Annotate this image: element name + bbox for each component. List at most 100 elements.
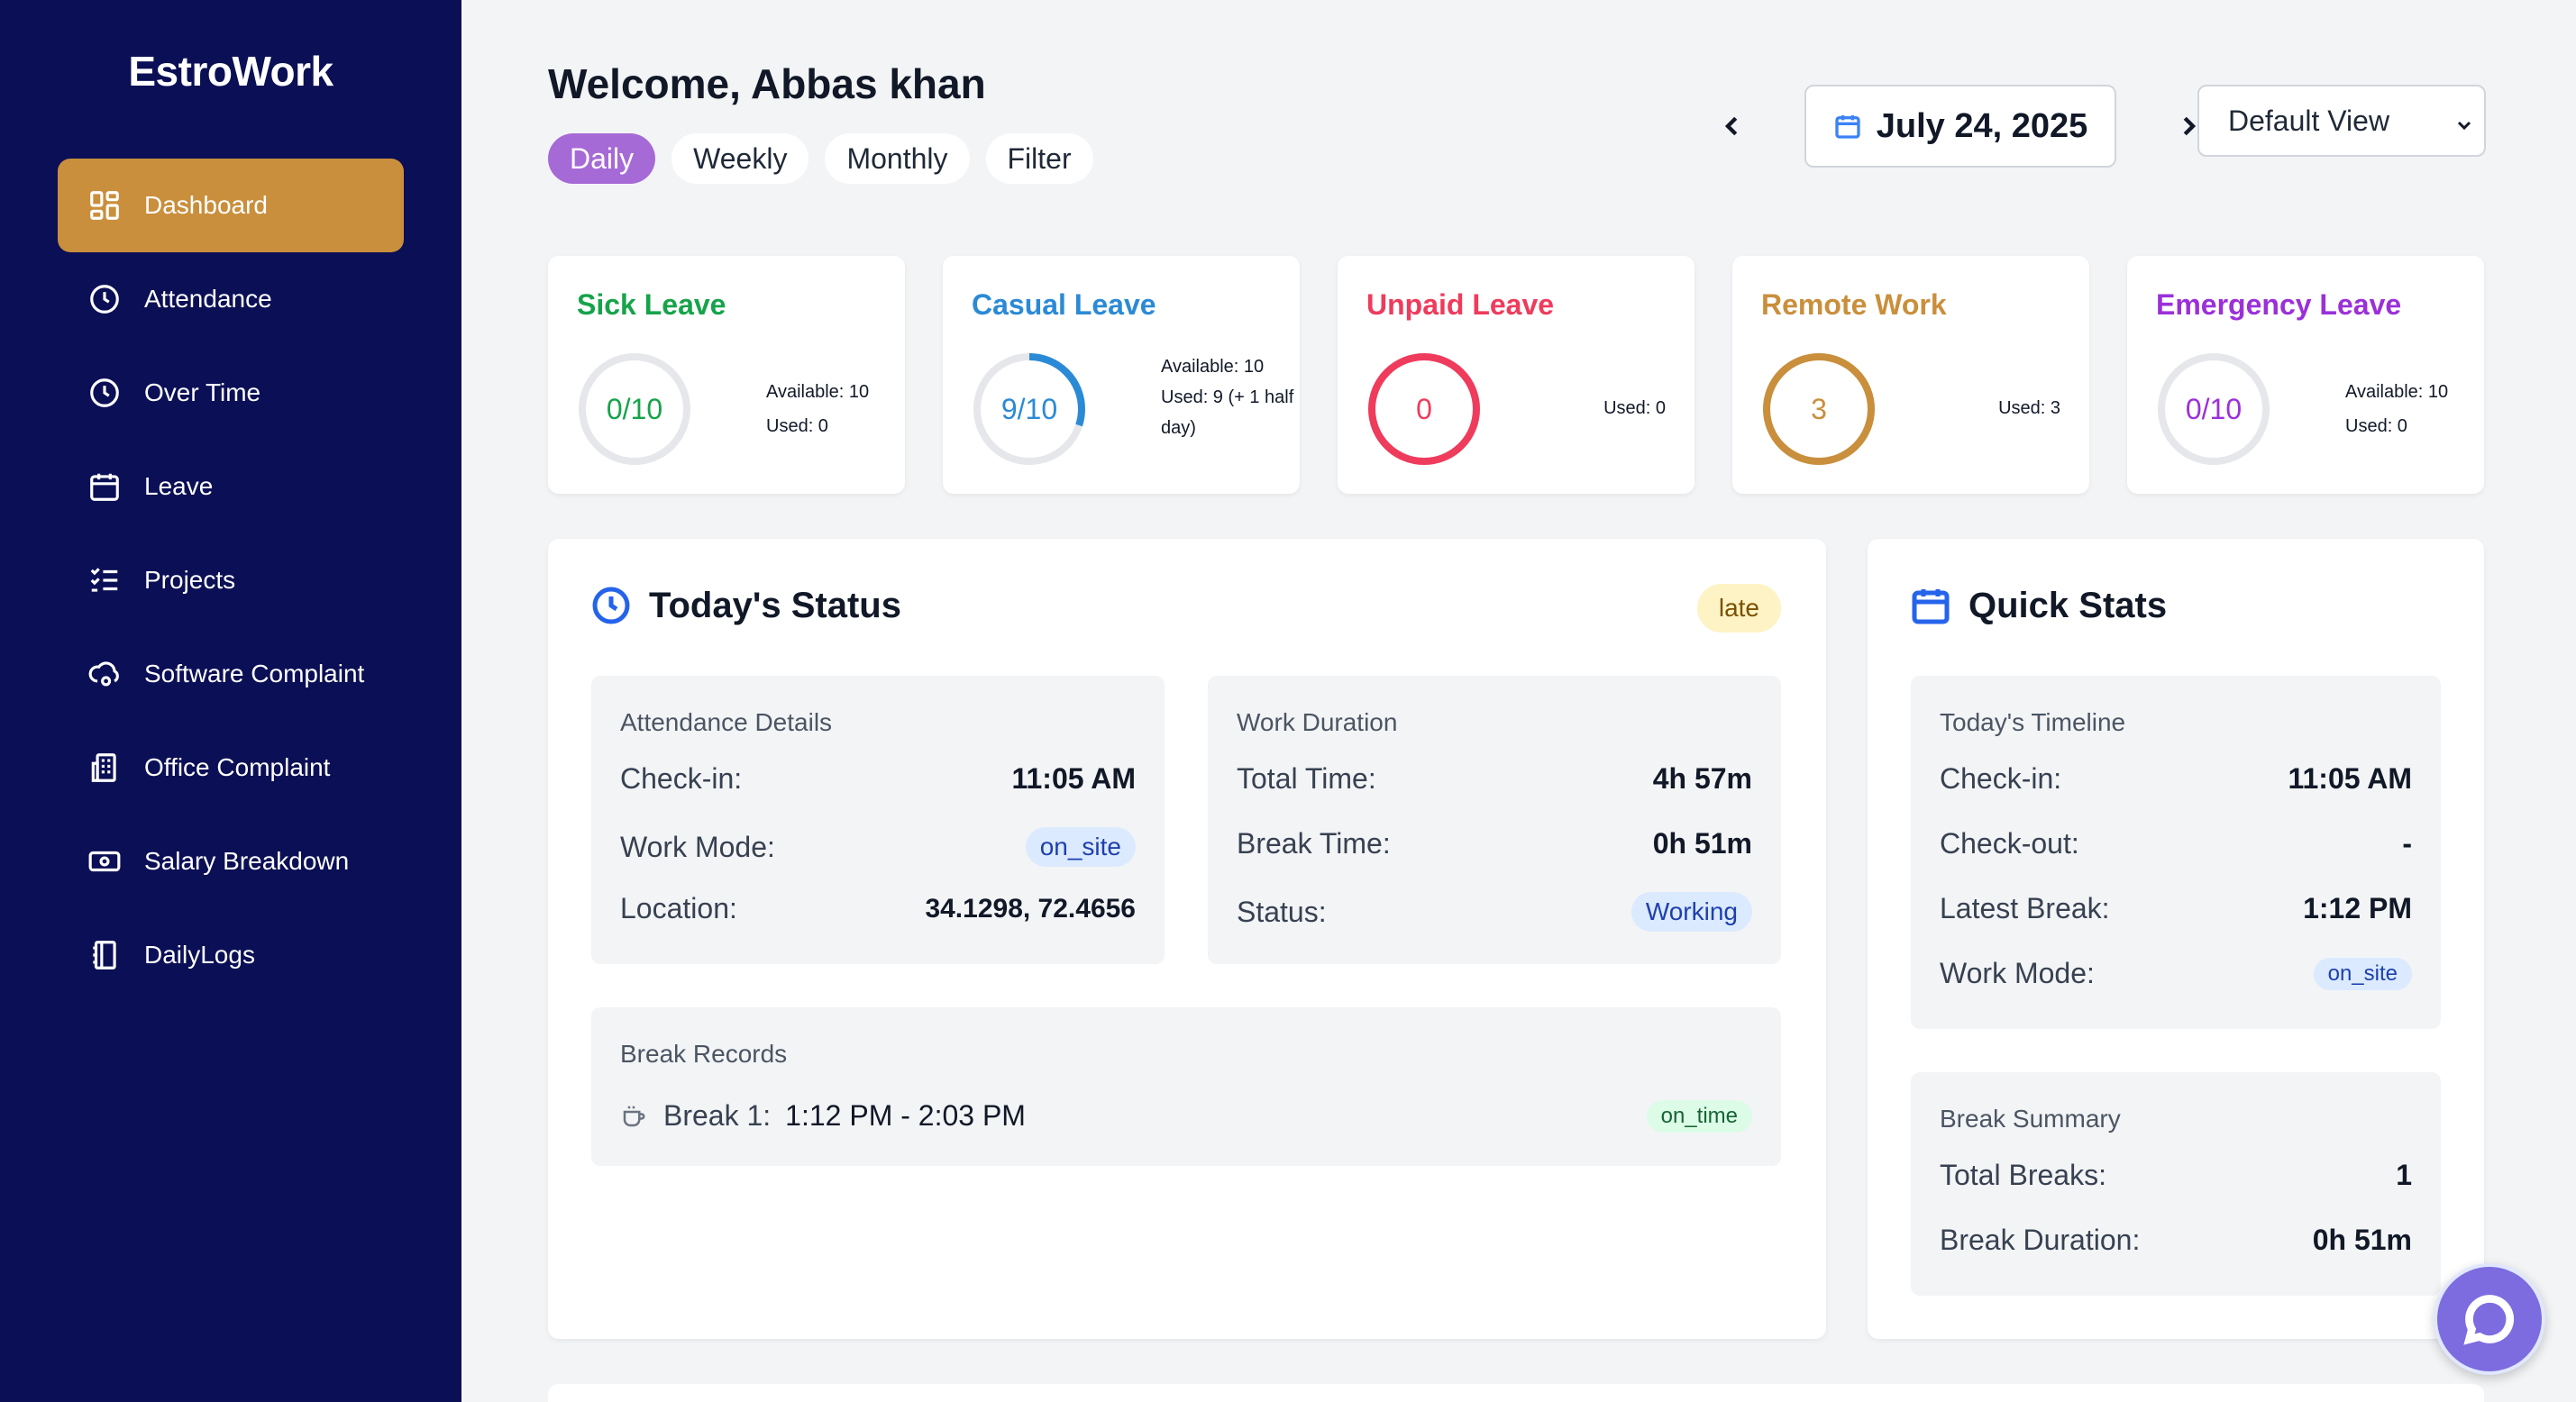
status-badge: late (1696, 584, 1781, 633)
panel-title: Quick Stats (1969, 585, 2168, 625)
checkout-value: - (2402, 827, 2412, 860)
location-value: 34.1298, 72.4656 (925, 893, 1136, 924)
calendar-icon (1835, 115, 1860, 139)
leave-meta: Available: 10 Used: 9 (+ 1 half day) (1161, 351, 1314, 443)
checkin-value: 11:05 AM (1011, 762, 1136, 795)
todays-timeline-card: Today's Timeline Check-in: 11:05 AM Chec… (1911, 676, 2441, 1029)
sidebar-item-attendance[interactable]: Attendance (58, 252, 404, 346)
leave-title: Unpaid Leave (1366, 288, 1555, 321)
total-breaks-row: Total Breaks: 1 (1940, 1159, 2412, 1192)
leave-used: Used: 9 (+ 1 half day) (1161, 387, 1294, 438)
sidebar-item-dailylogs[interactable]: DailyLogs (58, 908, 404, 1002)
leave-progress-ring: 0 (1365, 350, 1484, 469)
sidebar: EstroWork Dashboard Attendance Over Time… (0, 0, 461, 1402)
row-label: Check-in: (620, 762, 743, 795)
notebook-icon (87, 937, 123, 973)
row-label: Work Mode: (1940, 957, 2095, 989)
leave-title: Emergency Leave (2156, 288, 2402, 321)
sidebar-item-dashboard[interactable]: Dashboard (58, 159, 404, 252)
date-picker-button[interactable]: July 24, 2025 (1804, 85, 2116, 168)
break-records-card: Break Records Break 1: 1:12 PM - 2:03 PM… (591, 1007, 1781, 1166)
card-title: Break Summary (1940, 1105, 2121, 1133)
break-status-badge: on_time (1646, 1099, 1752, 1133)
total-time-row: Total Time: 4h 57m (1237, 762, 1752, 796)
calendar-icon (87, 469, 123, 505)
ring-progress (1763, 353, 1875, 465)
leave-count: 9/10 (1000, 392, 1058, 425)
break-label: Break 1: (663, 1099, 772, 1132)
row-label: Total Breaks: (1940, 1159, 2106, 1191)
brand-logo: EstroWork (128, 48, 333, 95)
main-content: Welcome, Abbas khan Daily Weekly Monthly… (461, 0, 2576, 1402)
grid-icon (87, 187, 123, 223)
view-tabs: Daily Weekly Monthly Filter (548, 133, 1093, 184)
view-select[interactable]: Default View (2197, 85, 2486, 157)
sidebar-item-projects[interactable]: Projects (58, 533, 404, 627)
panel-title: Today's Status (649, 585, 901, 625)
clock-icon (592, 587, 630, 624)
card-title: Work Duration (1237, 708, 1398, 736)
date-navigator: July 24, 2025 (1705, 85, 2215, 168)
next-date-button[interactable] (2161, 99, 2215, 153)
building-icon (87, 750, 123, 786)
total-time-value: 4h 57m (1652, 762, 1752, 795)
work-mode-badge: on_site (1025, 827, 1136, 867)
panel-header: Quick Stats (1909, 584, 2167, 627)
sidebar-item-salary-breakdown[interactable]: Salary Breakdown (58, 815, 404, 908)
leave-count: 0/10 (606, 392, 663, 425)
leave-used: Used: 0 (766, 416, 828, 436)
sidebar-item-software-complaint[interactable]: Software Complaint (58, 627, 404, 721)
leave-meta: Available: 10 Used: 0 (2345, 375, 2448, 443)
leave-title: Casual Leave (972, 288, 1156, 321)
sidebar-item-label: Attendance (144, 285, 272, 313)
attendance-details-card: Attendance Details Check-in: 11:05 AM Wo… (591, 676, 1165, 964)
leave-available: Available: 10 (1161, 357, 1265, 377)
leave-card-unpaid: Unpaid Leave 0 Used: 0 (1338, 256, 1694, 494)
chevron-right-icon (2183, 116, 2197, 136)
total-breaks-value: 1 (2396, 1159, 2412, 1191)
todays-status-panel: Today's Status late Attendance Details C… (548, 539, 1826, 1339)
leave-card-sick: Sick Leave 0/10 Available: 10 Used: 0 (548, 256, 905, 494)
next-panel-edge (548, 1384, 2484, 1402)
chevron-down-icon (2453, 110, 2475, 132)
tab-monthly[interactable]: Monthly (825, 133, 970, 184)
ring-track (579, 353, 690, 465)
card-title: Break Records (620, 1040, 788, 1068)
ring-progress (973, 353, 1085, 465)
sidebar-item-leave[interactable]: Leave (58, 440, 404, 533)
leave-progress-ring: 0/10 (2154, 350, 2273, 469)
row-label: Check-out: (1940, 827, 2079, 860)
sidebar-item-label: Over Time (144, 378, 261, 406)
work-status-badge: Working (1631, 892, 1752, 932)
leave-available: Available: 10 (2345, 382, 2449, 402)
break-duration-row: Break Duration: 0h 51m (1940, 1224, 2412, 1257)
leave-meta: Used: 0 (1603, 391, 1666, 425)
leave-progress-ring: 0/10 (575, 350, 694, 469)
previous-date-button[interactable] (1705, 99, 1759, 153)
calendar-icon (1912, 589, 1950, 624)
chat-bubble-icon (2463, 1295, 2515, 1345)
quick-stats-panel: Quick Stats Today's Timeline Check-in: 1… (1868, 539, 2484, 1339)
break-time-row: Break Time: 0h 51m (1237, 827, 1752, 860)
leave-available: Available: 10 (766, 382, 870, 402)
sidebar-item-office-complaint[interactable]: Office Complaint (58, 721, 404, 815)
checkin-row: Check-in: 11:05 AM (620, 762, 1136, 796)
break-summary-card: Break Summary Total Breaks: 1 Break Dura… (1911, 1072, 2441, 1296)
chevron-left-icon (1724, 116, 1738, 136)
ring-track (2158, 353, 2270, 465)
chat-button[interactable] (2434, 1263, 2545, 1375)
tab-daily[interactable]: Daily (548, 133, 656, 184)
ring-progress (1368, 353, 1480, 465)
tab-filter[interactable]: Filter (985, 133, 1093, 184)
sidebar-item-label: Salary Breakdown (144, 847, 350, 875)
leave-count: 3 (1811, 392, 1827, 425)
break-duration-value: 0h 51m (2312, 1224, 2412, 1256)
sidebar-item-over-time[interactable]: Over Time (58, 346, 404, 440)
coffee-icon (623, 1106, 645, 1126)
break-record-item: Break 1: 1:12 PM - 2:03 PM on_time (620, 1099, 1752, 1133)
tab-weekly[interactable]: Weekly (671, 133, 809, 184)
row-label: Total Time: (1237, 762, 1376, 795)
sidebar-nav: Dashboard Attendance Over Time Leave Pro… (58, 159, 404, 1002)
panel-header: Today's Status (589, 584, 901, 627)
leave-used: Used: 3 (1998, 398, 2060, 418)
